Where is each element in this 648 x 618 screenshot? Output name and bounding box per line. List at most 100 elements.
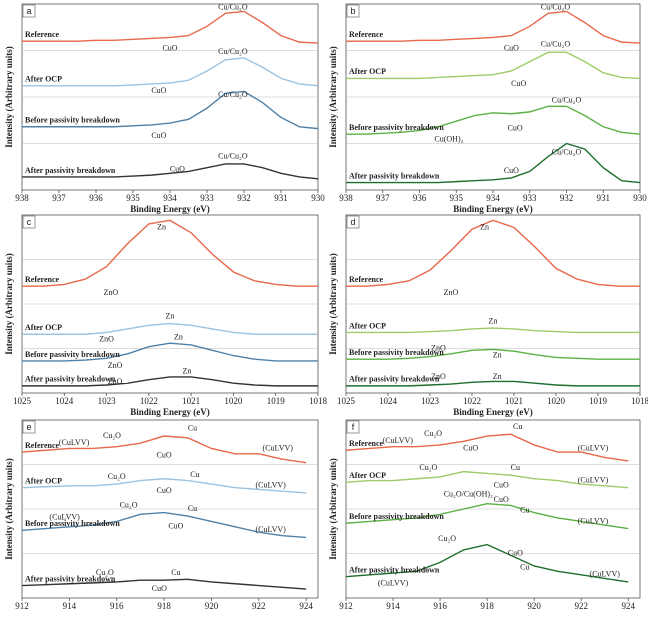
x-tick-label: 1020 bbox=[547, 396, 566, 406]
x-tick-label: 934 bbox=[163, 193, 177, 203]
y-axis-label: Intensity (Arbitrary units) bbox=[4, 253, 14, 355]
peak-label: Cu bbox=[511, 463, 520, 472]
peak-label: CuO bbox=[170, 164, 185, 173]
spectrum bbox=[346, 51, 641, 80]
peak-label: Cu bbox=[188, 504, 197, 513]
peak-label: (CuLVV) bbox=[590, 570, 621, 579]
spectrum bbox=[346, 142, 641, 184]
series-label: After OCP bbox=[25, 75, 62, 84]
x-tick-label: 918 bbox=[480, 601, 494, 611]
x-tick-label: 933 bbox=[523, 193, 537, 203]
series-label: Reference bbox=[349, 30, 384, 39]
series-label: After passivity breakdown bbox=[25, 574, 116, 583]
peak-label: CuO bbox=[168, 522, 183, 531]
peak-label: Zn bbox=[489, 317, 498, 326]
spectrum bbox=[22, 10, 319, 44]
x-tick-label: 1019 bbox=[589, 396, 608, 406]
peak-label: (CuLVV) bbox=[383, 436, 414, 445]
spectrum bbox=[21, 478, 307, 494]
spectrum bbox=[346, 327, 640, 334]
peak-label: Cu₂O bbox=[103, 431, 121, 440]
peak-label: CuO bbox=[157, 450, 172, 459]
spectrum bbox=[345, 470, 629, 489]
x-tick-label: 922 bbox=[252, 601, 266, 611]
series-label: Reference bbox=[25, 275, 60, 284]
panel-group: 1025 1024 1023 1022 1021 1020 1019 1018 Binding … bbox=[4, 214, 328, 417]
panel-letter: a bbox=[26, 6, 31, 16]
x-tick-label: 1021 bbox=[182, 396, 200, 406]
peak-label: Cu₂O bbox=[438, 534, 456, 543]
series-label: After passivity breakdown bbox=[25, 375, 116, 384]
x-tick-label: 936 bbox=[89, 193, 103, 203]
peak-label: Zn bbox=[166, 311, 175, 320]
peak-label: CuO bbox=[463, 443, 478, 452]
x-tick-label: 930 bbox=[633, 193, 647, 203]
peak-label: Cu/Cu₂O bbox=[541, 3, 571, 12]
x-tick-label: 938 bbox=[339, 193, 353, 203]
panel-letter-box bbox=[346, 4, 360, 18]
x-tick-label: 912 bbox=[15, 601, 29, 611]
peak-label: Cu/Cu₂O bbox=[218, 3, 248, 12]
peak-label: (CuLVV) bbox=[578, 443, 609, 452]
peak-label: Cu(OH)₂ bbox=[434, 135, 463, 144]
peak-label: ZnO bbox=[103, 288, 118, 297]
peak-label: CuO bbox=[162, 43, 177, 52]
peak-label: Cu/Cu₂O bbox=[218, 151, 248, 160]
peak-label: (CuLVV) bbox=[255, 481, 286, 490]
panel-letter: f bbox=[352, 422, 355, 432]
series-label: After OCP bbox=[25, 323, 62, 332]
peak-label: CuO bbox=[151, 86, 166, 95]
x-tick-label: 1023 bbox=[98, 396, 117, 406]
peak-label: (CuLVV) bbox=[255, 525, 286, 534]
peak-label: CuO bbox=[494, 495, 509, 504]
series-label: After passivity breakdown bbox=[349, 171, 440, 180]
y-axis-label: Intensity (Arbitrary units) bbox=[4, 46, 14, 148]
peak-label: ZnO bbox=[99, 334, 114, 343]
spectrum bbox=[346, 380, 640, 387]
peak-label: ZnO bbox=[431, 343, 446, 352]
peak-label: Cu bbox=[520, 563, 529, 572]
peak-label: Cu₂O bbox=[120, 500, 138, 509]
panel-group: 912 914 916 918 920 922 924 Intensity (Arbitrar… bbox=[4, 419, 319, 611]
peak-label: Cu₂O bbox=[108, 472, 126, 481]
peak-label: Cu/Cu₂O bbox=[218, 90, 248, 99]
series-label: Before passivity breakdown bbox=[349, 123, 444, 132]
x-axis-label: Binding Energy (eV) bbox=[130, 407, 210, 417]
panel-letter-box bbox=[22, 215, 36, 229]
peak-label: (CuLVV) bbox=[578, 516, 609, 525]
spectrum bbox=[22, 322, 318, 335]
x-tick-label: 1022 bbox=[140, 396, 158, 406]
x-tick-label: 1022 bbox=[463, 396, 481, 406]
peak-label: Zn bbox=[480, 222, 489, 231]
x-tick-label: 937 bbox=[52, 193, 66, 203]
peak-label: Cu₂O bbox=[424, 429, 442, 438]
x-tick-label: 1020 bbox=[224, 396, 243, 406]
series-label: After OCP bbox=[349, 471, 386, 480]
x-tick-label: 932 bbox=[237, 193, 251, 203]
y-axis-label: Intensity (Arbitrary units) bbox=[328, 46, 338, 148]
panel-letter: d bbox=[350, 217, 355, 227]
panel-letter-box bbox=[346, 420, 360, 434]
spectrum bbox=[22, 376, 318, 387]
peak-label: ZnO bbox=[444, 288, 459, 297]
panel-group: 912 914 916 918 920 922 924 Intensity (Arbitrar… bbox=[328, 419, 641, 611]
spectrum bbox=[346, 10, 641, 44]
series-label: Reference bbox=[349, 275, 384, 284]
peak-label: Cu bbox=[190, 470, 199, 479]
peak-label: CuO bbox=[504, 43, 519, 52]
peak-label: (CuLVV) bbox=[49, 513, 80, 522]
peak-label: Cu/Cu₂O bbox=[552, 148, 582, 157]
spectrum bbox=[346, 348, 640, 360]
peak-label: (CuLVV) bbox=[263, 443, 294, 452]
peak-label: ZnO bbox=[108, 361, 123, 370]
series-label: After passivity breakdown bbox=[349, 565, 440, 574]
peak-label: Cu₂O bbox=[96, 568, 114, 577]
x-tick-label: 920 bbox=[205, 601, 219, 611]
series-label: After OCP bbox=[25, 476, 62, 485]
y-axis-label: Intensity (Arbitrary units) bbox=[328, 458, 338, 560]
peak-label: Cu bbox=[171, 568, 180, 577]
x-tick-label: 935 bbox=[450, 193, 464, 203]
peak-label: Cu bbox=[513, 422, 522, 431]
peak-label: Zn bbox=[174, 333, 183, 342]
peak-label: ZnO bbox=[108, 377, 123, 386]
